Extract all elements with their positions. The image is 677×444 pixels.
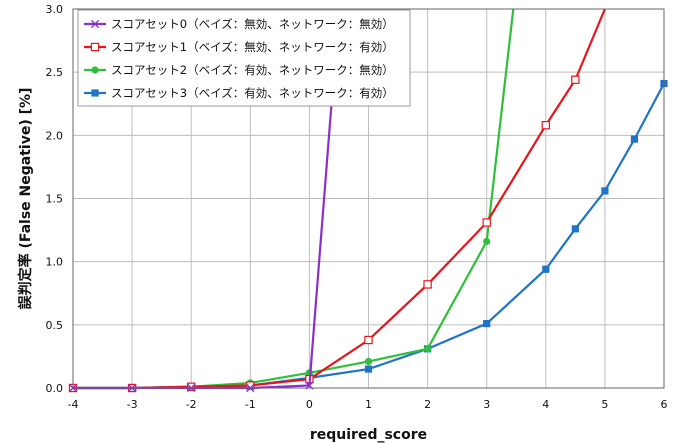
x-tick-label: 3 xyxy=(483,398,490,411)
y-tick-label: 0.5 xyxy=(46,319,64,332)
data-point xyxy=(364,357,373,366)
x-tick-label: -2 xyxy=(186,398,197,411)
data-point xyxy=(91,89,99,97)
x-axis-title: required_score xyxy=(310,427,427,443)
data-point xyxy=(364,365,373,373)
legend: スコアセット0（ベイズ：無効、ネットワーク：無効） スコアセット1（ベイズ：無効、… xyxy=(77,9,411,107)
x-tick-label: -3 xyxy=(127,398,138,411)
legend-label: スコアセット1（ベイズ：無効、ネットワーク：有効） xyxy=(111,40,394,54)
data-point xyxy=(364,335,373,345)
data-point xyxy=(601,187,609,195)
legend-item: スコアセット2（ベイズ：有効、ネットワーク：無効） xyxy=(84,63,394,77)
y-tick-label: 1.5 xyxy=(46,193,64,206)
data-point xyxy=(90,19,100,29)
legend-label: スコアセット2（ベイズ：有効、ネットワーク：無効） xyxy=(111,63,394,77)
plot-border xyxy=(72,8,665,389)
x-tick-label: 1 xyxy=(365,398,372,411)
x-tick-label: 0 xyxy=(306,398,313,411)
legend-item: スコアセット0（ベイズ：無効、ネットワーク：無効） xyxy=(84,17,394,31)
data-point xyxy=(91,66,99,74)
data-point xyxy=(90,42,100,52)
data-point xyxy=(571,75,580,84)
legend-item: スコアセット1（ベイズ：無効、ネットワーク：有効） xyxy=(84,40,394,54)
data-point xyxy=(630,135,639,143)
x-tick-label: -4 xyxy=(68,398,79,411)
data-point xyxy=(483,319,491,328)
x-tick-label: 2 xyxy=(424,398,431,411)
legend-box xyxy=(77,9,411,107)
data-point xyxy=(423,280,432,289)
x-tick-label: 5 xyxy=(601,398,608,411)
y-tick-label: 2.5 xyxy=(46,66,64,79)
y-tick-label: 1.0 xyxy=(46,256,64,269)
legend-label: スコアセット0（ベイズ：無効、ネットワーク：無効） xyxy=(111,17,394,31)
data-point xyxy=(541,121,551,130)
data-point xyxy=(483,237,491,246)
x-tick-label: 4 xyxy=(542,398,549,411)
data-point xyxy=(571,225,579,233)
data-point xyxy=(482,218,491,227)
data-point xyxy=(542,265,550,273)
y-tick-label: 0.0 xyxy=(46,382,64,395)
legend-label: スコアセット3（ベイズ：有効、ネットワーク：有効） xyxy=(111,86,394,100)
data-point xyxy=(187,382,196,391)
legend-item: スコアセット3（ベイズ：有効、ネットワーク：有効） xyxy=(84,86,394,100)
y-tick-label: 2.0 xyxy=(46,129,64,142)
ticks: -4 -3 -2 -1 0 1 2 3 4 5 6 0.0 0.5 1.0 1.5 2.0 2.5 3.0 xyxy=(46,3,668,411)
x-tick-label: 6 xyxy=(661,398,668,411)
y-axis-title: 誤判定率 (False Negative) [%] xyxy=(17,88,34,310)
x-tick-label: -1 xyxy=(245,398,256,411)
data-point xyxy=(424,345,432,353)
y-tick-label: 3.0 xyxy=(46,3,64,16)
